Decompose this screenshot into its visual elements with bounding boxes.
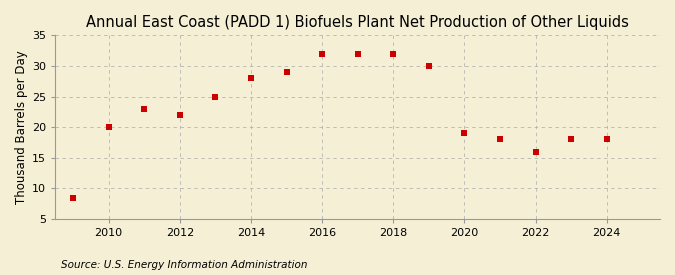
Point bbox=[423, 64, 434, 68]
Y-axis label: Thousand Barrels per Day: Thousand Barrels per Day bbox=[15, 50, 28, 204]
Text: Source: U.S. Energy Information Administration: Source: U.S. Energy Information Administ… bbox=[61, 260, 307, 270]
Point bbox=[174, 113, 185, 117]
Point bbox=[139, 107, 150, 111]
Point bbox=[530, 149, 541, 154]
Point bbox=[246, 76, 256, 80]
Point bbox=[103, 125, 114, 129]
Point bbox=[601, 137, 612, 142]
Point bbox=[459, 131, 470, 136]
Point bbox=[210, 94, 221, 99]
Point bbox=[495, 137, 506, 142]
Point bbox=[566, 137, 576, 142]
Point bbox=[281, 70, 292, 74]
Point bbox=[352, 51, 363, 56]
Point bbox=[388, 51, 399, 56]
Point bbox=[317, 51, 327, 56]
Point bbox=[68, 195, 78, 200]
Title: Annual East Coast (PADD 1) Biofuels Plant Net Production of Other Liquids: Annual East Coast (PADD 1) Biofuels Plan… bbox=[86, 15, 629, 30]
